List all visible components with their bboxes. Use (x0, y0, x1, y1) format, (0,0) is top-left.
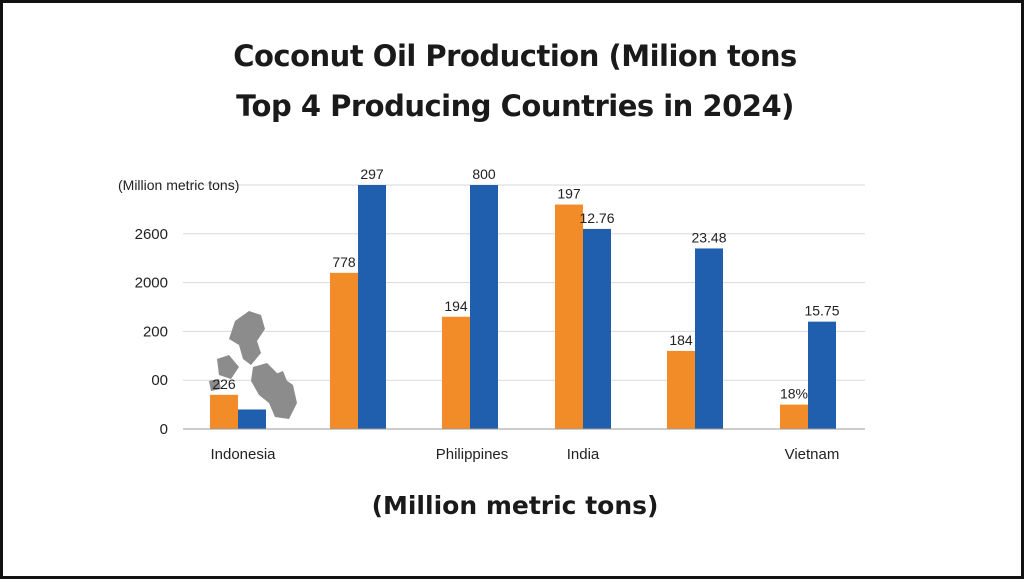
bar (583, 228, 611, 429)
bar (555, 204, 583, 429)
data-label: 800 (472, 166, 496, 182)
y-axis-label: (Million metric tons) (118, 177, 239, 193)
y-tick-label: 2600 (135, 226, 168, 243)
data-label: 194 (444, 298, 468, 314)
data-label: 15.75 (804, 303, 839, 319)
value-labels: 226 778 297 194 800 197 12.76 184 23.48 18% 15.75 (212, 166, 839, 402)
x-tick-label: Vietnam (785, 446, 840, 463)
chart-caption: (Million metric tons) (371, 491, 659, 520)
bar (358, 185, 386, 429)
bar (470, 185, 498, 429)
x-tick-label: India (567, 446, 600, 463)
bar (667, 350, 695, 429)
bar (330, 272, 358, 429)
bar (210, 394, 238, 429)
data-label: 184 (669, 332, 693, 348)
x-axis-labels: Indonesia Philippines India Vietnam (210, 446, 839, 463)
bar (442, 316, 470, 429)
y-tick-label: 00 (151, 372, 168, 389)
data-label: 197 (557, 186, 581, 202)
gridlines (183, 184, 865, 381)
chart-title-line-2: Top 4 Producing Countries in 2024) (236, 89, 794, 123)
bar (695, 248, 723, 429)
data-label: 23.48 (691, 229, 726, 245)
y-tick-label: 200 (143, 323, 168, 340)
x-tick-label: Indonesia (210, 446, 276, 463)
bar (238, 409, 266, 429)
data-label: 12.76 (579, 210, 614, 226)
bar (780, 404, 808, 429)
data-label: 778 (332, 254, 356, 270)
bar (808, 321, 836, 429)
bars (210, 185, 836, 429)
data-label: 18% (780, 386, 808, 402)
data-label: 226 (212, 376, 236, 392)
data-label: 297 (360, 166, 384, 182)
y-tick-label: 2000 (135, 275, 168, 292)
y-tick-label: 0 (160, 421, 168, 438)
x-tick-label: Philippines (436, 446, 509, 463)
philippines-map-icon (209, 311, 297, 419)
chart-title-line-1: Coconut Oil Production (Milion tons (233, 39, 797, 73)
